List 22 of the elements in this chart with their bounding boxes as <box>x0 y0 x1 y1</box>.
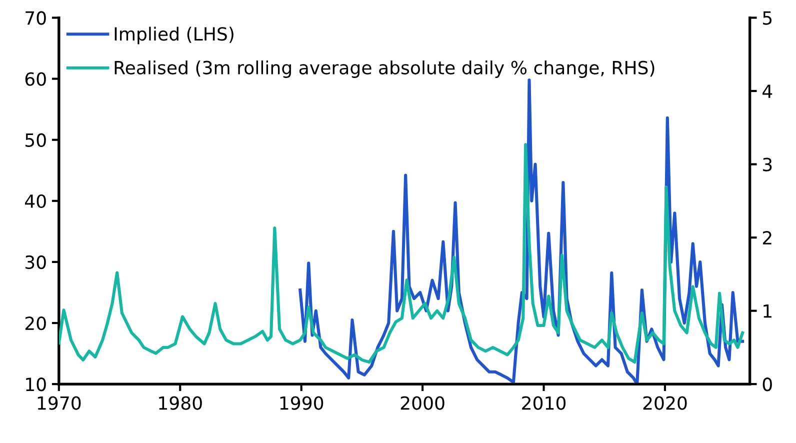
legend-label: Implied (LHS) <box>114 26 234 44</box>
x-tick-label: 2010 <box>522 396 566 410</box>
y2-tick-label: 5 <box>763 11 772 25</box>
y-tick-label: 30 <box>26 255 46 270</box>
line-series <box>58 142 744 364</box>
x-tick-label: 2020 <box>643 396 687 410</box>
y-tick-label: 50 <box>26 133 46 147</box>
y-tick-label: 60 <box>25 72 46 86</box>
y2-tick-label: 1 <box>764 304 772 318</box>
y-tick-label: 10 <box>26 378 46 392</box>
x-tick-label: 1980 <box>159 396 202 410</box>
y2-tick-label: 3 <box>763 158 772 172</box>
legend-label: Realised (3m rolling average absolute daily % change, RHS) <box>114 60 654 78</box>
x-tick-label: 2000 <box>400 396 444 410</box>
y2-tick-label: 0 <box>762 378 772 392</box>
y-tick-label: 70 <box>26 11 46 25</box>
x-tick-label: 1970 <box>38 396 81 410</box>
y2-tick-label: 2 <box>762 230 772 244</box>
y-tick-label: 20 <box>25 316 46 330</box>
y-tick-label: 40 <box>25 194 46 208</box>
x-tick-label: 1990 <box>280 396 324 410</box>
y2-tick-label: 4 <box>762 84 772 98</box>
